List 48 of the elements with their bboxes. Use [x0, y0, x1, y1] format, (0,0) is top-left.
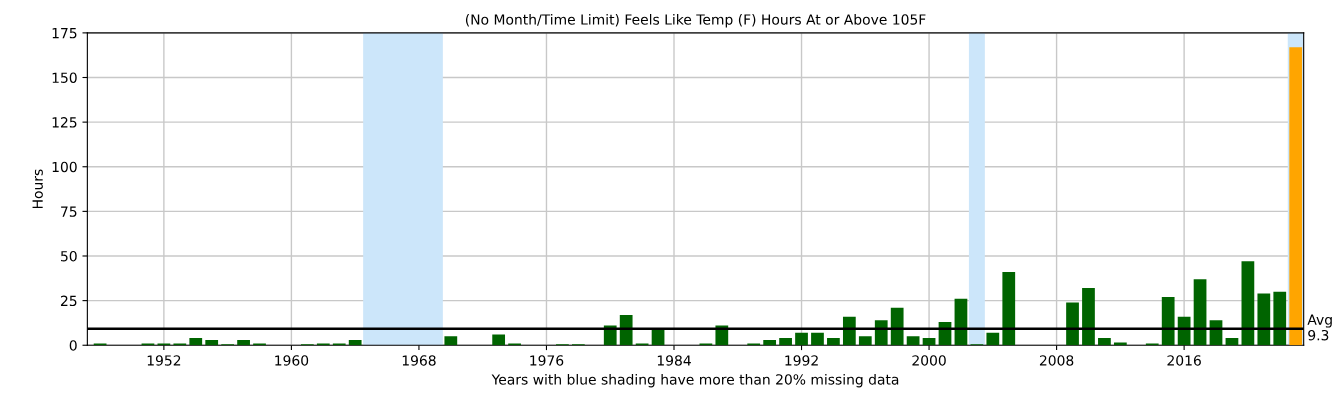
bar — [827, 338, 840, 346]
y-tick-label: 75 — [61, 206, 77, 217]
y-tick-label: 25 — [60, 295, 77, 307]
bar — [1225, 338, 1239, 346]
bar — [1082, 288, 1095, 346]
bar — [779, 338, 792, 346]
bar — [906, 336, 920, 346]
bar — [1241, 261, 1255, 346]
bar — [492, 334, 506, 346]
bar — [986, 332, 1000, 346]
x-tick-label: 2008 — [1039, 355, 1074, 366]
bar — [1257, 293, 1271, 346]
y-tick-label: 0 — [69, 340, 77, 351]
bar — [1193, 279, 1207, 346]
y-tick-label: 150 — [52, 72, 77, 83]
bar — [811, 332, 824, 346]
ref-line-label: Avg 9.3 — [1307, 314, 1332, 341]
x-tick-label: 1976 — [530, 355, 564, 366]
x-tick-label: 1960 — [275, 355, 309, 366]
x-tick-label: 1952 — [147, 355, 181, 366]
bar — [1066, 302, 1079, 346]
bar — [890, 307, 904, 346]
bar — [795, 332, 808, 346]
x-tick-label: 2000 — [912, 355, 946, 366]
y-tick-label: 175 — [52, 28, 77, 39]
x-tick-label: 1992 — [785, 355, 818, 366]
bar — [237, 339, 250, 346]
y-tick-label: 100 — [52, 161, 77, 173]
bar — [858, 336, 872, 346]
bar — [1273, 291, 1287, 346]
bar — [444, 336, 458, 346]
bar — [619, 314, 633, 346]
bar — [1161, 297, 1175, 346]
y-tick-label: 125 — [52, 117, 77, 128]
x-tick-label: 1984 — [657, 355, 691, 366]
chart-title: (No Month/Time Limit) Feels Like Temp (F) Hours At or Above 105F — [465, 13, 926, 28]
bar — [1002, 272, 1016, 346]
bar — [922, 338, 936, 346]
bar — [348, 339, 362, 346]
bar — [189, 338, 203, 346]
x-axis-title: Years with blue shading have more than 20% missing data — [491, 373, 899, 388]
bar — [1098, 338, 1111, 346]
y-tick-label: 50 — [61, 250, 77, 262]
bar — [763, 339, 777, 346]
y-axis-title: Hours — [32, 169, 43, 209]
x-tick-label: 2016 — [1167, 355, 1201, 366]
bar — [205, 339, 219, 346]
x-tick-label: 1968 — [402, 355, 436, 366]
